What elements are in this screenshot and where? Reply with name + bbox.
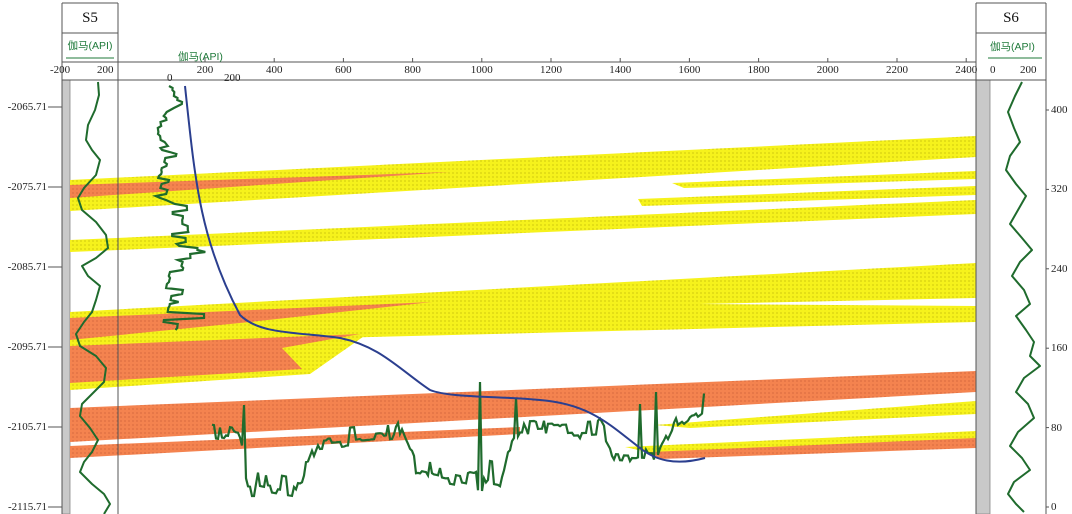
orange-sand-body	[70, 302, 432, 340]
horizontal-log-scale-max: 200	[224, 72, 241, 84]
right-axis-label: 0	[1051, 501, 1057, 513]
s6-depth-track	[975, 79, 991, 514]
orange-sand-body	[70, 371, 976, 442]
top-axis-tick-label: 1200	[540, 64, 562, 76]
horizontal-well-gamma-log-upper	[152, 85, 206, 331]
orange-sand-body	[650, 438, 976, 459]
depth-axis-label: -2095.71	[7, 341, 47, 353]
yellow-sand-body	[70, 263, 976, 348]
right-axis-label: 80	[1051, 421, 1062, 434]
right-axis-label: 240	[1051, 262, 1068, 275]
yellow-sand-body	[638, 186, 976, 206]
s6-gamma-curve	[1005, 81, 1041, 513]
right-axis-label: 400	[1051, 104, 1068, 116]
s6-scale-min: 0	[990, 64, 996, 76]
s6-log-label: 伽马(API)	[990, 41, 1035, 53]
orange-sand-body	[70, 172, 450, 198]
well-trajectory	[184, 85, 706, 463]
top-axis-tick-label: 2400	[955, 64, 978, 76]
s5-depth-track	[61, 79, 71, 514]
depth-axis-label: -2085.71	[7, 261, 47, 273]
orange-sand-body	[70, 334, 360, 383]
yellow-sand-bodies	[70, 136, 976, 455]
horizontal-well-gamma-log-lower	[211, 381, 706, 498]
yellow-sand-body	[70, 136, 976, 211]
yellow-sand-body	[655, 401, 976, 428]
top-axis-tick-label: 2200	[886, 64, 908, 76]
top-axis-tick-label: 600	[335, 64, 352, 76]
axis-ticks	[48, 58, 1049, 508]
horizontal-log-scale-min: 0	[167, 72, 173, 84]
s5-scale-max: 200	[97, 64, 114, 76]
depth-axis-label: -2105.71	[7, 421, 47, 433]
s6-scale-max: 200	[1020, 64, 1037, 76]
top-axis-tick-label: 1000	[470, 64, 493, 76]
frame-lines	[61, 2, 1047, 514]
yellow-sand-body	[70, 200, 976, 252]
top-axis-tick-label: 1400	[609, 64, 632, 76]
orange-sand-bodies	[70, 172, 976, 459]
top-axis-tick-label: 1800	[747, 64, 770, 76]
top-axis-tick-label: 800	[404, 64, 421, 76]
depth-axis-label: -2075.71	[7, 181, 47, 193]
s5-gamma-curve	[75, 81, 111, 514]
depth-axis-label: -2065.71	[7, 101, 47, 113]
orange-sand-body	[70, 427, 520, 458]
depth-axis-label: -2115.71	[7, 501, 47, 513]
horizontal-log-label: 伽马(API)	[178, 51, 223, 63]
right-axis-label: 320	[1051, 183, 1068, 196]
yellow-sand-body	[625, 431, 976, 455]
top-axis-tick-label: 1600	[678, 64, 701, 76]
top-axis-tick-label: 200	[196, 64, 214, 76]
sand-body-gap	[700, 298, 976, 306]
s5-log-label: 伽马(API)	[67, 40, 113, 52]
s5-well-name: S5	[82, 10, 98, 26]
yellow-sand-body	[672, 171, 976, 188]
s6-well-name: S6	[1003, 10, 1019, 26]
right-axis-label: 160	[1051, 342, 1068, 355]
top-axis-tick-label: 2000	[816, 64, 839, 76]
s5-scale-min: -200	[50, 64, 71, 76]
top-axis-tick-label: 400	[265, 64, 283, 76]
